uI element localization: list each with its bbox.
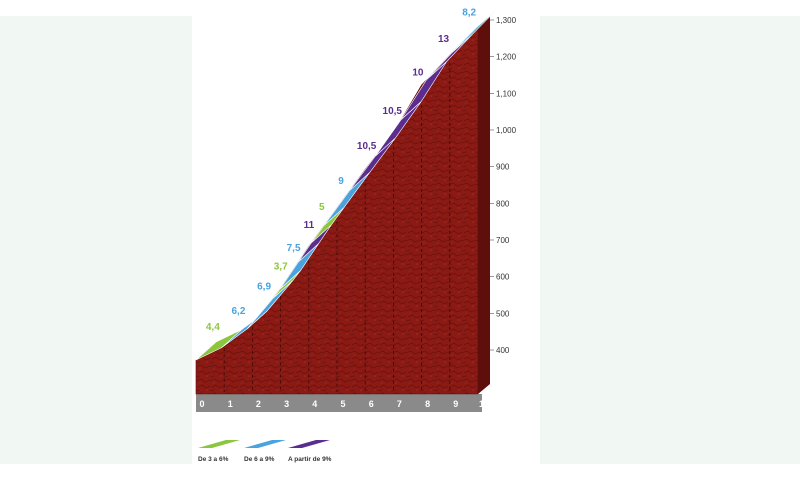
- x-tick-label: 9: [453, 399, 458, 409]
- right-margin: [540, 16, 800, 464]
- y-tick-label: 800: [496, 199, 510, 208]
- gradient-label: 10,5: [383, 106, 403, 117]
- gradient-label: 10: [412, 68, 424, 79]
- left-margin: [0, 16, 192, 464]
- x-tick-label: 10: [479, 399, 489, 409]
- x-tick-label: 5: [340, 399, 345, 409]
- y-tick-label: 400: [496, 346, 510, 355]
- gradient-label: 3,7: [274, 261, 288, 272]
- legend-label: De 3 a 6%: [198, 456, 229, 463]
- legend-swatch-green: [198, 440, 240, 448]
- gradient-label: 7,5: [287, 243, 301, 254]
- y-tick-label: 600: [496, 273, 510, 282]
- base-slab-front: [196, 394, 482, 412]
- x-tick-label: 4: [312, 399, 317, 409]
- gradient-label: 5: [319, 202, 325, 213]
- y-tick-label: 1,300: [496, 16, 517, 25]
- gradient-label: 4,4: [206, 322, 220, 333]
- legend-swatch-blue: [244, 440, 286, 448]
- x-tick-label: 7: [397, 399, 402, 409]
- gradient-label: 9: [338, 176, 344, 187]
- gradient-label: 6,9: [257, 282, 271, 293]
- y-tick-label: 1,200: [496, 53, 517, 62]
- gradient-label: 13: [438, 34, 450, 45]
- x-tick-label: 1: [228, 399, 233, 409]
- y-tick-label: 1,000: [496, 126, 517, 135]
- y-tick-label: 900: [496, 163, 510, 172]
- y-tick-label: 700: [496, 236, 510, 245]
- x-tick-label: 0: [199, 399, 204, 409]
- gradient-segment-blue: [452, 8, 499, 53]
- legend-label: De 6 a 9%: [244, 456, 275, 463]
- terrain-side-face: [478, 16, 490, 394]
- gradient-label: 11: [304, 220, 315, 231]
- x-tick-label: 3: [284, 399, 289, 409]
- gradient-label: 8,2: [462, 7, 476, 18]
- legend-label: A partir de 9%: [288, 456, 332, 463]
- x-tick-label: 6: [369, 399, 374, 409]
- x-tick-label: 2: [256, 399, 261, 409]
- gradient-label: 10,5: [357, 141, 377, 152]
- x-tick-label: 8: [425, 399, 430, 409]
- y-tick-label: 500: [496, 309, 510, 318]
- gradient-label: 6,2: [232, 306, 246, 317]
- y-tick-label: 1,100: [496, 89, 517, 98]
- legend-swatch-purple: [288, 440, 330, 448]
